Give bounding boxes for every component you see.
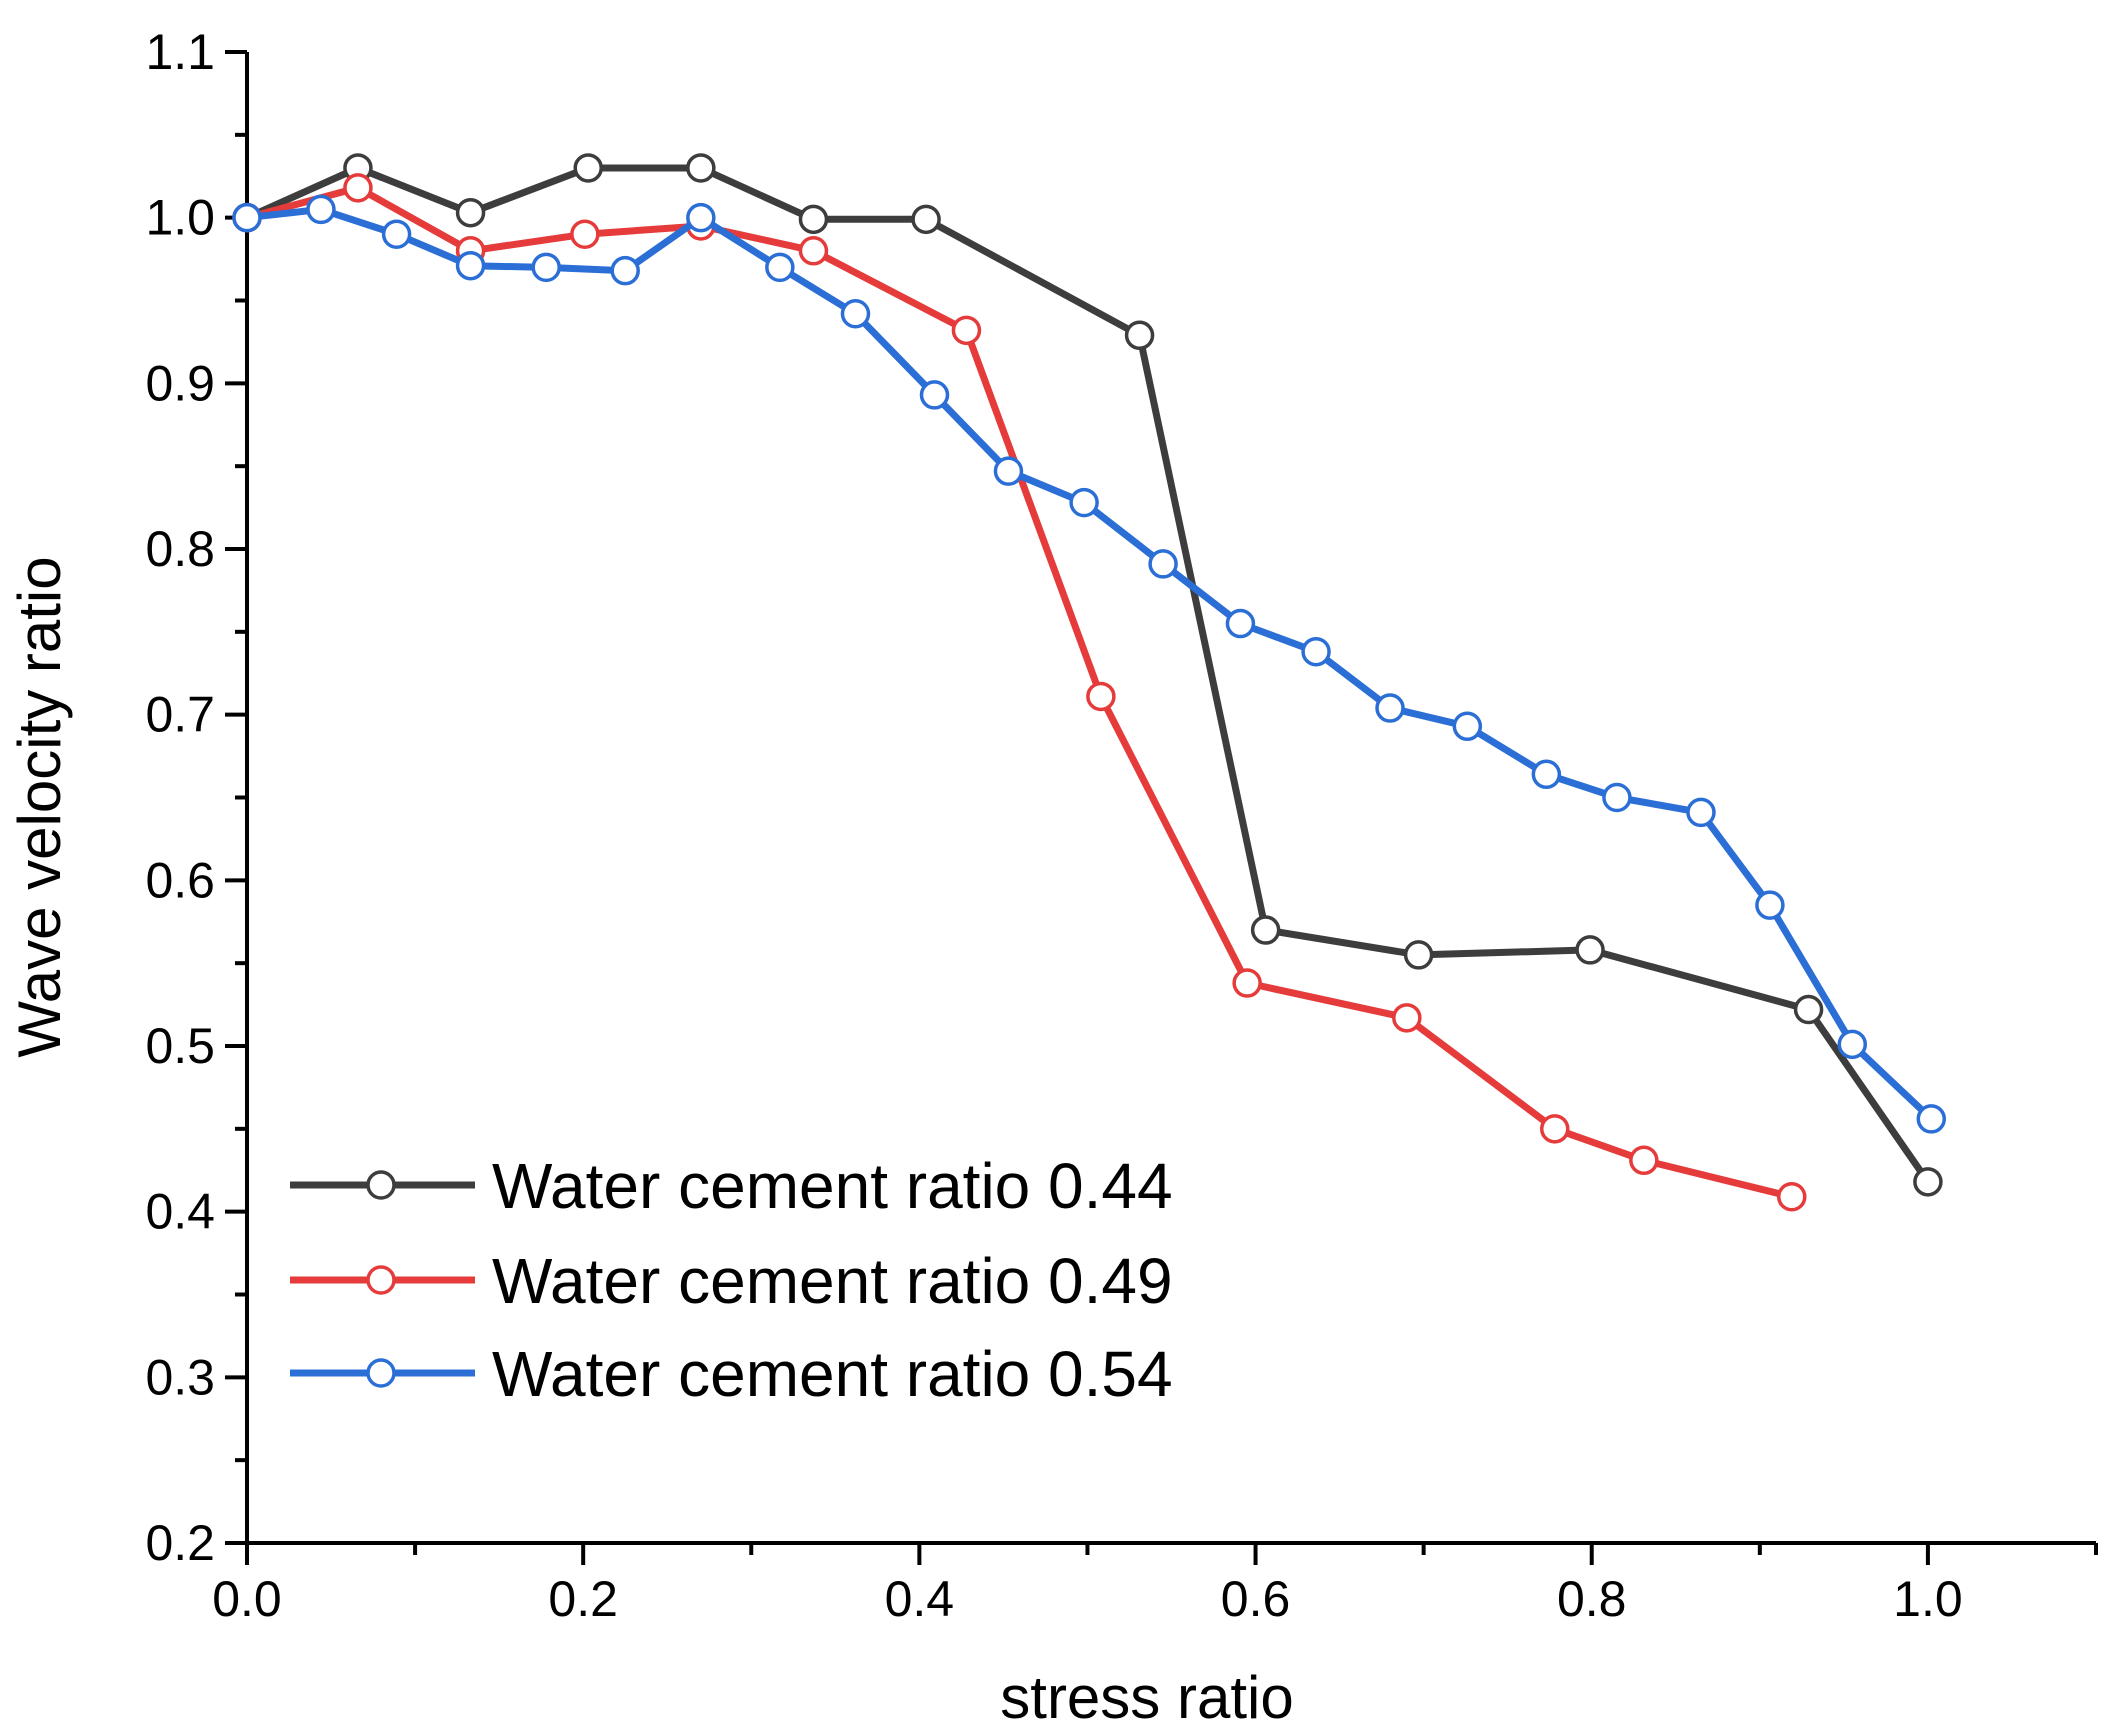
data-point bbox=[1250, 915, 1281, 945]
data-point bbox=[573, 153, 603, 183]
x-tick-label: 0.4 bbox=[885, 1571, 955, 1627]
y-tick-label: 0.5 bbox=[145, 1018, 215, 1074]
legend-label: Water cement ratio 0.54 bbox=[492, 1338, 1173, 1410]
plot-frame bbox=[245, 52, 2096, 1545]
x-tick-label: 0.6 bbox=[1221, 1571, 1291, 1627]
data-point bbox=[1148, 549, 1178, 579]
data-point bbox=[911, 204, 941, 235]
data-point bbox=[1452, 711, 1483, 742]
x-tick-label: 1.0 bbox=[1893, 1571, 1963, 1627]
data-point bbox=[381, 219, 412, 249]
data-point bbox=[1392, 1003, 1422, 1033]
y-tick-label: 1.1 bbox=[145, 24, 215, 80]
legend-marker bbox=[366, 1170, 396, 1200]
data-point bbox=[1916, 1104, 1947, 1134]
data-point bbox=[1232, 968, 1262, 998]
data-point bbox=[686, 153, 716, 183]
x-tick-label: 0.8 bbox=[1557, 1571, 1627, 1627]
data-point bbox=[1375, 693, 1405, 723]
y-tick-label: 0.7 bbox=[145, 687, 215, 743]
series-1 bbox=[232, 153, 1943, 1197]
legend-item: Water cement ratio 0.54 bbox=[290, 1338, 1173, 1410]
x-tick-label: 0.0 bbox=[212, 1571, 282, 1627]
data-point bbox=[840, 299, 871, 329]
x-tick-label: 0.2 bbox=[548, 1571, 618, 1627]
y-tick-label: 0.4 bbox=[145, 1184, 215, 1240]
data-point bbox=[1301, 636, 1331, 667]
data-point bbox=[1913, 1167, 1943, 1197]
data-point bbox=[993, 456, 1024, 486]
y-tick-label: 0.3 bbox=[145, 1349, 215, 1405]
x-axis: 0.0 0.2 0.4 0.6 0.8 1.0 bbox=[212, 1543, 2098, 1627]
data-point bbox=[1629, 1145, 1659, 1176]
series-line bbox=[246, 184, 1793, 1201]
data-point bbox=[1086, 681, 1116, 712]
data-point bbox=[1777, 1182, 1807, 1212]
legend-item: Water cement ratio 0.49 bbox=[290, 1245, 1173, 1317]
series-2 bbox=[232, 173, 1807, 1212]
data-point bbox=[1531, 759, 1562, 790]
data-point bbox=[455, 250, 486, 281]
data-point bbox=[570, 219, 600, 249]
x-axis-title: stress ratio bbox=[1000, 1664, 1293, 1731]
data-point bbox=[919, 380, 950, 410]
y-axis: 0.2 0.3 0.4 0.5 0.6 0.7 0.8 0.9 1.0 1.1 bbox=[145, 24, 247, 1571]
data-point bbox=[1403, 940, 1434, 970]
legend-marker bbox=[366, 1358, 396, 1388]
data-point bbox=[455, 197, 486, 228]
series-3 bbox=[232, 194, 1947, 1134]
data-point bbox=[1575, 935, 1605, 965]
data-point bbox=[798, 204, 829, 235]
data-point bbox=[1686, 797, 1716, 828]
legend-marker bbox=[366, 1265, 396, 1295]
data-point bbox=[765, 252, 795, 283]
data-point bbox=[1755, 890, 1785, 920]
y-tick-label: 0.9 bbox=[145, 355, 215, 411]
y-tick-label: 1.0 bbox=[145, 190, 215, 246]
y-tick-label: 0.6 bbox=[145, 852, 215, 908]
y-tick-label: 0.2 bbox=[145, 1515, 215, 1571]
data-point bbox=[1225, 608, 1256, 639]
data-point bbox=[343, 173, 373, 203]
legend-label: Water cement ratio 0.49 bbox=[492, 1245, 1173, 1317]
legend-label: Water cement ratio 0.44 bbox=[492, 1150, 1173, 1222]
data-point bbox=[798, 236, 829, 266]
data-point bbox=[1124, 320, 1155, 351]
data-point bbox=[232, 202, 262, 233]
legend-item: Water cement ratio 0.44 bbox=[290, 1150, 1173, 1222]
legend: Water cement ratio 0.44 Water cement rati… bbox=[290, 1150, 1173, 1410]
data-point bbox=[686, 202, 716, 233]
y-axis-title: Wave velocity ratio bbox=[6, 556, 73, 1057]
data-point bbox=[531, 252, 561, 283]
data-point bbox=[1793, 994, 1824, 1025]
data-point bbox=[306, 194, 336, 225]
data-point bbox=[951, 315, 982, 346]
series-layer bbox=[232, 153, 1947, 1212]
y-tick-label: 0.8 bbox=[145, 521, 215, 577]
data-point bbox=[1069, 487, 1099, 518]
series-line bbox=[245, 164, 1931, 1184]
data-point bbox=[1837, 1029, 1868, 1060]
data-point bbox=[610, 255, 640, 286]
data-point bbox=[1602, 782, 1632, 813]
data-point bbox=[1539, 1114, 1570, 1144]
